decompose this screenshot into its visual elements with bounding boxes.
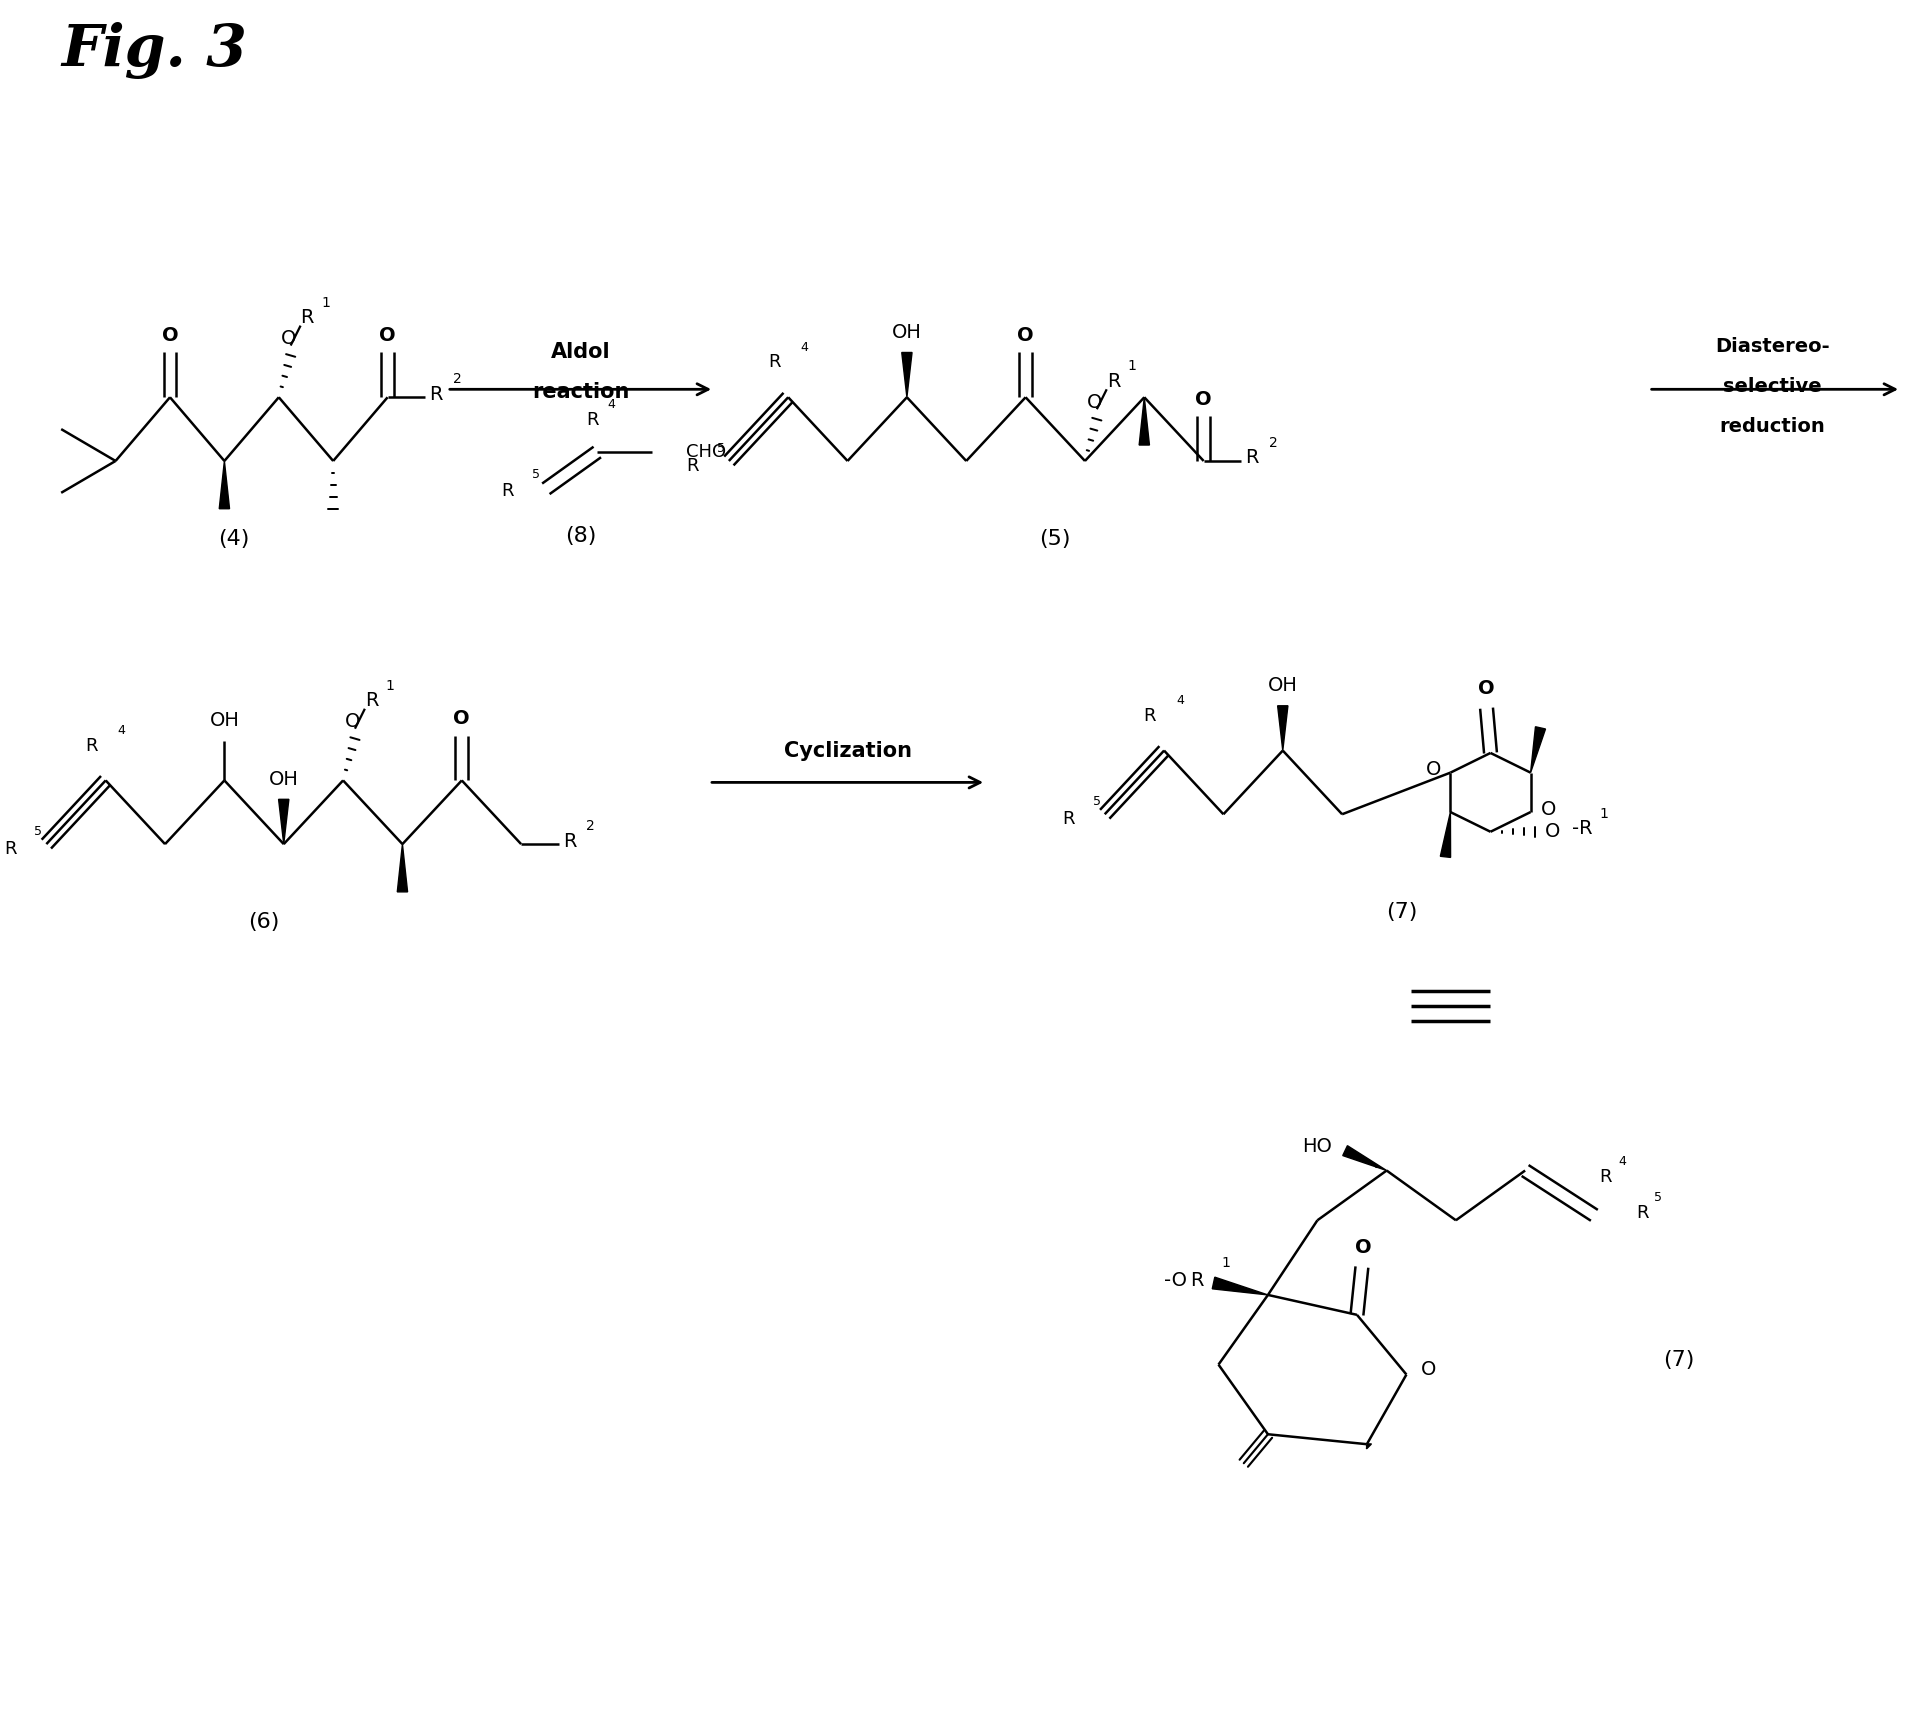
Text: 2: 2 bbox=[453, 372, 461, 386]
Text: Fig. 3: Fig. 3 bbox=[61, 23, 248, 80]
Text: R: R bbox=[501, 481, 515, 501]
Polygon shape bbox=[219, 461, 230, 509]
Text: (7): (7) bbox=[1663, 1349, 1693, 1370]
Text: 4: 4 bbox=[1175, 695, 1185, 707]
Text: O: O bbox=[1018, 326, 1033, 345]
Text: 1: 1 bbox=[1127, 360, 1137, 374]
Text: R: R bbox=[1106, 372, 1119, 391]
Text: 5: 5 bbox=[35, 824, 42, 838]
Text: 4: 4 bbox=[117, 724, 125, 738]
Text: OH: OH bbox=[893, 324, 922, 343]
Text: -O: -O bbox=[1164, 1271, 1187, 1290]
Text: 5: 5 bbox=[1653, 1192, 1661, 1204]
Text: O: O bbox=[1196, 390, 1212, 409]
Text: Aldol: Aldol bbox=[551, 343, 611, 362]
Polygon shape bbox=[1212, 1276, 1267, 1296]
Polygon shape bbox=[1342, 1145, 1386, 1171]
Text: O: O bbox=[453, 708, 470, 727]
Text: R: R bbox=[365, 691, 378, 710]
Text: OH: OH bbox=[1267, 677, 1298, 695]
Text: 1: 1 bbox=[1599, 807, 1609, 821]
Text: R: R bbox=[586, 410, 599, 430]
Text: R: R bbox=[4, 840, 17, 857]
Text: R: R bbox=[1246, 449, 1260, 468]
Text: (4): (4) bbox=[219, 528, 250, 549]
Text: reaction: reaction bbox=[532, 383, 630, 402]
Text: selective: selective bbox=[1722, 378, 1822, 397]
Text: O: O bbox=[1546, 823, 1561, 842]
Polygon shape bbox=[1277, 705, 1288, 750]
Text: R: R bbox=[1636, 1204, 1649, 1223]
Text: (8): (8) bbox=[564, 525, 597, 546]
Text: reduction: reduction bbox=[1720, 417, 1826, 436]
Polygon shape bbox=[902, 353, 912, 397]
Text: O: O bbox=[1421, 1360, 1436, 1379]
Text: O: O bbox=[1356, 1238, 1371, 1257]
Text: 4: 4 bbox=[801, 341, 808, 353]
Text: R: R bbox=[768, 353, 780, 371]
Text: R: R bbox=[1190, 1271, 1204, 1290]
Text: (5): (5) bbox=[1039, 528, 1071, 549]
Text: O: O bbox=[280, 329, 296, 348]
Polygon shape bbox=[397, 843, 407, 892]
Text: R: R bbox=[687, 457, 699, 475]
Text: -R: -R bbox=[1572, 819, 1592, 838]
Polygon shape bbox=[1139, 397, 1150, 445]
Text: CHO: CHO bbox=[685, 443, 726, 461]
Text: O: O bbox=[1087, 393, 1102, 412]
Text: 2: 2 bbox=[1269, 436, 1277, 450]
Text: 1: 1 bbox=[1221, 1256, 1231, 1270]
Text: R: R bbox=[430, 385, 444, 404]
Text: (7): (7) bbox=[1386, 902, 1417, 921]
Text: (6): (6) bbox=[248, 911, 280, 932]
Text: O: O bbox=[1427, 760, 1442, 779]
Text: R: R bbox=[1062, 811, 1075, 828]
Text: OH: OH bbox=[269, 771, 300, 788]
Text: O: O bbox=[1540, 800, 1555, 819]
Text: HO: HO bbox=[1302, 1138, 1332, 1157]
Text: 5: 5 bbox=[1092, 795, 1100, 807]
Text: R: R bbox=[1144, 707, 1156, 724]
Text: O: O bbox=[346, 712, 361, 731]
Polygon shape bbox=[278, 800, 288, 843]
Text: R: R bbox=[301, 308, 315, 327]
Text: 2: 2 bbox=[586, 819, 595, 833]
Text: O: O bbox=[380, 326, 396, 345]
Text: O: O bbox=[1478, 679, 1496, 698]
Text: OH: OH bbox=[209, 712, 240, 731]
Text: R: R bbox=[1599, 1169, 1611, 1186]
Text: Diastereo-: Diastereo- bbox=[1715, 338, 1830, 357]
Text: 5: 5 bbox=[532, 468, 540, 481]
Text: 1: 1 bbox=[386, 679, 394, 693]
Text: Cyclization: Cyclization bbox=[783, 741, 912, 760]
Text: 1: 1 bbox=[321, 296, 330, 310]
Polygon shape bbox=[1530, 727, 1546, 772]
Text: 5: 5 bbox=[716, 442, 726, 454]
Text: R: R bbox=[563, 831, 576, 850]
Text: O: O bbox=[161, 326, 179, 345]
Text: 4: 4 bbox=[1619, 1155, 1626, 1167]
Polygon shape bbox=[1440, 812, 1452, 857]
Text: 4: 4 bbox=[607, 398, 614, 410]
Text: R: R bbox=[84, 736, 98, 755]
